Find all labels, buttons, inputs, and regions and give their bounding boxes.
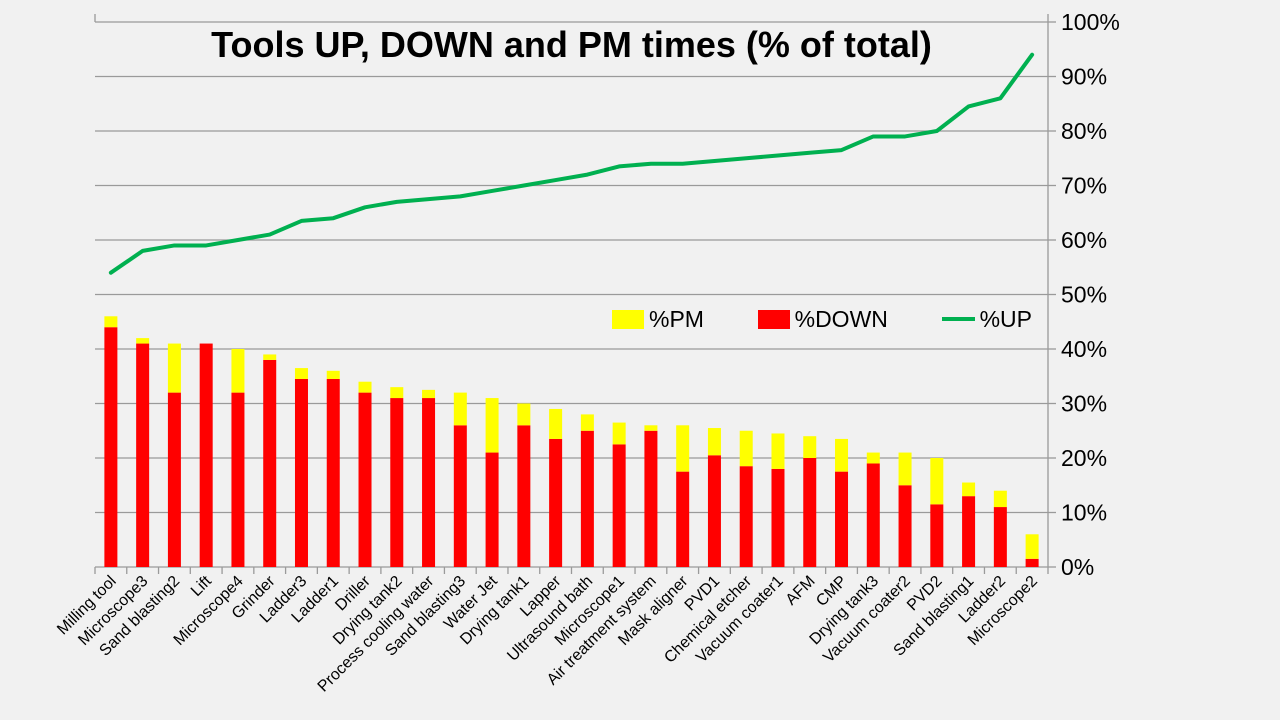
bar-pm-segment (326, 370, 340, 379)
y-axis-label: 0% (1061, 554, 1094, 580)
y-axis-label: 70% (1061, 173, 1107, 199)
bar-pm-segment (993, 490, 1007, 508)
bar-pm-segment (485, 398, 499, 453)
bar-down-segment (104, 327, 118, 567)
bar-down-segment (422, 398, 436, 567)
y-axis-label: 10% (1061, 500, 1107, 526)
bar-pm-segment (1025, 534, 1039, 559)
bar-down-segment (167, 392, 181, 567)
y-axis-label: 50% (1061, 282, 1107, 308)
bar-pm-segment (167, 343, 181, 393)
bar-down-segment (358, 392, 372, 567)
y-axis-label: 100% (1061, 9, 1120, 35)
bar-down-segment (580, 430, 594, 567)
bar-down-segment (898, 485, 912, 567)
bar-pm-segment (263, 354, 277, 360)
bar-down-segment (485, 452, 499, 567)
bar-down-segment (231, 392, 245, 567)
y-axis-label: 30% (1061, 391, 1107, 417)
bar-down-segment (263, 359, 277, 567)
bar-down-segment (866, 463, 880, 567)
bar-down-segment (453, 425, 467, 567)
chart-title: Tools UP, DOWN and PM times (% of total) (211, 24, 932, 65)
bar-pm-segment (803, 436, 817, 458)
bar-pm-segment (358, 381, 372, 393)
bar-down-segment (549, 438, 563, 567)
bar-pm-segment (962, 482, 976, 497)
bar-down-segment (739, 466, 753, 567)
pm-color-swatch-icon (612, 309, 644, 329)
legend-label-down: %DOWN (794, 305, 888, 332)
bar-down-segment (771, 468, 785, 567)
bar-pm-segment (549, 408, 563, 439)
bar-pm-segment (739, 430, 753, 467)
bar-pm-segment (930, 458, 944, 505)
bar-pm-segment (231, 349, 245, 393)
bar-down-segment (294, 378, 308, 567)
bar-down-segment (612, 444, 626, 567)
bar-down-segment (676, 471, 690, 567)
bar-pm-segment (136, 338, 150, 344)
chart-legend: %PM %DOWN %UP (612, 303, 1032, 335)
y-axis-label: 40% (1061, 336, 1107, 362)
bar-down-segment (835, 471, 849, 567)
bar-pm-segment (612, 422, 626, 445)
up-line-swatch-icon (941, 317, 975, 321)
bar-down-segment (644, 430, 658, 567)
bar-pm-segment (644, 425, 658, 431)
legend-label-up: %UP (979, 305, 1032, 332)
bar-down-segment (1025, 558, 1039, 567)
bar-pm-segment (104, 316, 118, 328)
up-line (108, 52, 1035, 275)
x-axis-label: AFM (783, 573, 819, 609)
bar-down-segment (803, 458, 817, 567)
bar-pm-segment (294, 368, 308, 379)
bar-down-segment (136, 343, 150, 567)
bar-down-segment (993, 507, 1007, 567)
legend-item-down: %DOWN (757, 305, 888, 333)
bar-pm-segment (835, 438, 849, 472)
y-axis-label: 80% (1061, 118, 1107, 144)
legend-label-pm: %PM (649, 305, 704, 332)
bar-down-segment (962, 496, 976, 567)
bar-pm-segment (517, 403, 531, 426)
bar-down-segment (390, 398, 404, 567)
bar-down-segment (199, 343, 213, 567)
bar-down-segment (930, 504, 944, 567)
bar-pm-segment (453, 392, 467, 426)
bar-pm-segment (580, 414, 594, 431)
down-color-swatch-icon (757, 309, 790, 329)
bar-pm-segment (676, 425, 690, 472)
bar-pm-segment (422, 389, 436, 399)
bar-pm-segment (771, 433, 785, 469)
y-axis-label: 20% (1061, 445, 1107, 471)
bar-pm-segment (390, 387, 404, 399)
y-axis-label: 60% (1061, 227, 1107, 253)
bar-down-segment (326, 378, 340, 567)
bar-down-segment (517, 425, 531, 567)
y-axis-label: 90% (1061, 64, 1107, 90)
bar-down-segment (707, 455, 721, 567)
bar-pm-segment (898, 452, 912, 486)
bar-pm-segment (866, 452, 880, 464)
bar-pm-segment (707, 428, 721, 456)
legend-item-up: %UP (941, 305, 1032, 333)
legend-item-pm: %PM (612, 306, 704, 333)
